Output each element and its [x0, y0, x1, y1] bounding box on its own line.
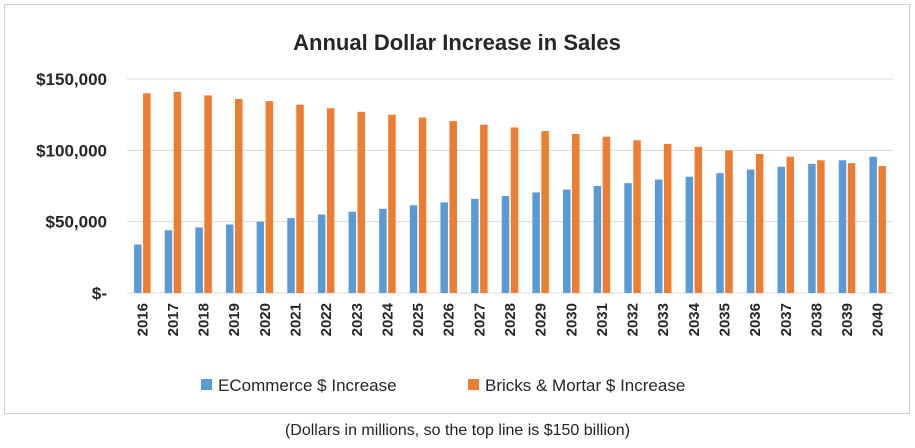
- x-tick-label-2031: 2031: [594, 303, 611, 336]
- bar-bricks-mortar-2037: [786, 156, 795, 293]
- bar-ecommerce-2021: [287, 218, 295, 293]
- bar-bricks-mortar-2026: [449, 121, 457, 293]
- x-tick-label-2040: 2040: [870, 303, 887, 336]
- bar-ecommerce-2018: [195, 227, 203, 293]
- x-tick-label-2032: 2032: [625, 303, 642, 336]
- bar-ecommerce-2033: [654, 179, 663, 293]
- bar-bricks-mortar-2023: [357, 111, 366, 294]
- x-tick-label-2020: 2020: [257, 303, 274, 336]
- bar-ecommerce-2017: [164, 230, 173, 293]
- legend-swatch-ecommerce: [201, 379, 212, 390]
- x-tick-label-2018: 2018: [196, 303, 213, 336]
- bar-bricks-mortar-2017: [173, 91, 182, 293]
- legend: ECommerce $ Increase Bricks & Mortar $ I…: [201, 376, 685, 395]
- bar-bricks-mortar-2029: [541, 131, 549, 293]
- chart-title: Annual Dollar Increase in Sales: [293, 30, 621, 55]
- bar-bricks-mortar-2016: [143, 93, 151, 294]
- bar-bricks-mortar-2024: [388, 114, 396, 294]
- x-tick-label-2039: 2039: [839, 303, 856, 336]
- bar-bricks-mortar-2018: [204, 95, 212, 293]
- y-tick-label: $-: [92, 284, 107, 303]
- bar-ecommerce-2019: [225, 224, 234, 293]
- x-tick-label-2027: 2027: [471, 303, 488, 336]
- chart-frame: Annual Dollar Increase in Sales $- $50,00…: [4, 4, 910, 414]
- bar-ecommerce-2034: [685, 176, 694, 293]
- bar-ecommerce-2035: [716, 173, 724, 293]
- x-tick-label-2036: 2036: [747, 303, 764, 336]
- x-tick-label-2028: 2028: [502, 303, 519, 336]
- bar-ecommerce-2037: [777, 166, 786, 293]
- legend-label-ecommerce: ECommerce $ Increase: [218, 376, 397, 395]
- x-tick-label-2037: 2037: [778, 303, 795, 336]
- bar-ecommerce-2025: [409, 205, 418, 293]
- bar-bricks-mortar-2020: [265, 101, 274, 293]
- bars: [134, 91, 886, 294]
- bar-bricks-mortar-2033: [663, 143, 672, 293]
- x-tick-label-2026: 2026: [441, 303, 458, 336]
- x-tick-label-2029: 2029: [533, 303, 550, 336]
- x-axis-ticks: 2016 2017 2018 2019 2020 2021 2022 2023 2024 2025…: [134, 302, 886, 336]
- bar-ecommerce-2032: [624, 183, 632, 293]
- bar-bricks-mortar-2035: [725, 150, 733, 293]
- bar-ecommerce-2028: [501, 195, 510, 293]
- bar-ecommerce-2023: [348, 211, 357, 293]
- x-tick-label-2034: 2034: [686, 302, 703, 336]
- bar-ecommerce-2038: [808, 163, 816, 293]
- x-tick-label-2033: 2033: [655, 303, 672, 336]
- bar-bricks-mortar-2036: [755, 153, 764, 293]
- x-tick-label-2038: 2038: [808, 303, 825, 336]
- bar-bricks-mortar-2031: [602, 136, 611, 293]
- bar-bricks-mortar-2027: [480, 124, 488, 293]
- bar-ecommerce-2030: [563, 189, 571, 293]
- x-tick-label-2024: 2024: [379, 302, 396, 336]
- x-tick-label-2017: 2017: [165, 303, 182, 336]
- legend-label-bricks-mortar: Bricks & Mortar $ Increase: [485, 376, 685, 395]
- bar-bricks-mortar-2022: [326, 108, 335, 293]
- bar-bricks-mortar-2038: [817, 160, 825, 293]
- x-tick-label-2030: 2030: [563, 303, 580, 336]
- x-tick-label-2025: 2025: [410, 303, 427, 336]
- bar-ecommerce-2039: [838, 160, 847, 293]
- bar-bricks-mortar-2019: [234, 98, 243, 294]
- y-tick-label: $50,000: [46, 213, 107, 232]
- bar-ecommerce-2016: [134, 244, 142, 293]
- bar-ecommerce-2027: [471, 198, 479, 293]
- bar-ecommerce-2029: [532, 192, 540, 293]
- bar-bricks-mortar-2025: [418, 117, 427, 294]
- bar-bricks-mortar-2034: [694, 146, 703, 293]
- bar-ecommerce-2024: [379, 208, 387, 293]
- y-tick-label: $100,000: [36, 141, 107, 160]
- bar-bricks-mortar-2030: [572, 133, 580, 293]
- bar-chart: Annual Dollar Increase in Sales $- $50,00…: [36, 30, 893, 395]
- bar-ecommerce-2022: [317, 214, 326, 293]
- gridlines: [127, 78, 893, 294]
- x-tick-label-2021: 2021: [288, 303, 305, 336]
- y-axis-ticks: $- $50,000 $100,000 $150,000: [36, 70, 107, 303]
- x-tick-label-2022: 2022: [318, 303, 335, 336]
- bar-bricks-mortar-2032: [633, 140, 641, 293]
- bar-ecommerce-2040: [869, 156, 877, 293]
- bar-ecommerce-2036: [746, 169, 755, 293]
- bar-bricks-mortar-2028: [510, 127, 519, 293]
- x-tick-label-2035: 2035: [716, 303, 733, 336]
- legend-swatch-bricks-mortar: [468, 379, 479, 390]
- bar-bricks-mortar-2021: [296, 104, 304, 294]
- bar-bricks-mortar-2039: [847, 163, 856, 293]
- x-tick-label-2023: 2023: [349, 303, 366, 336]
- y-tick-label: $150,000: [36, 70, 107, 89]
- bar-ecommerce-2026: [440, 202, 448, 293]
- chart-caption: (Dollars in millions, so the top line is…: [284, 422, 631, 439]
- x-tick-label-2019: 2019: [226, 303, 243, 336]
- bar-ecommerce-2020: [256, 221, 265, 293]
- bar-ecommerce-2031: [593, 186, 602, 293]
- bar-bricks-mortar-2040: [878, 166, 886, 293]
- x-tick-label-2016: 2016: [134, 303, 151, 336]
